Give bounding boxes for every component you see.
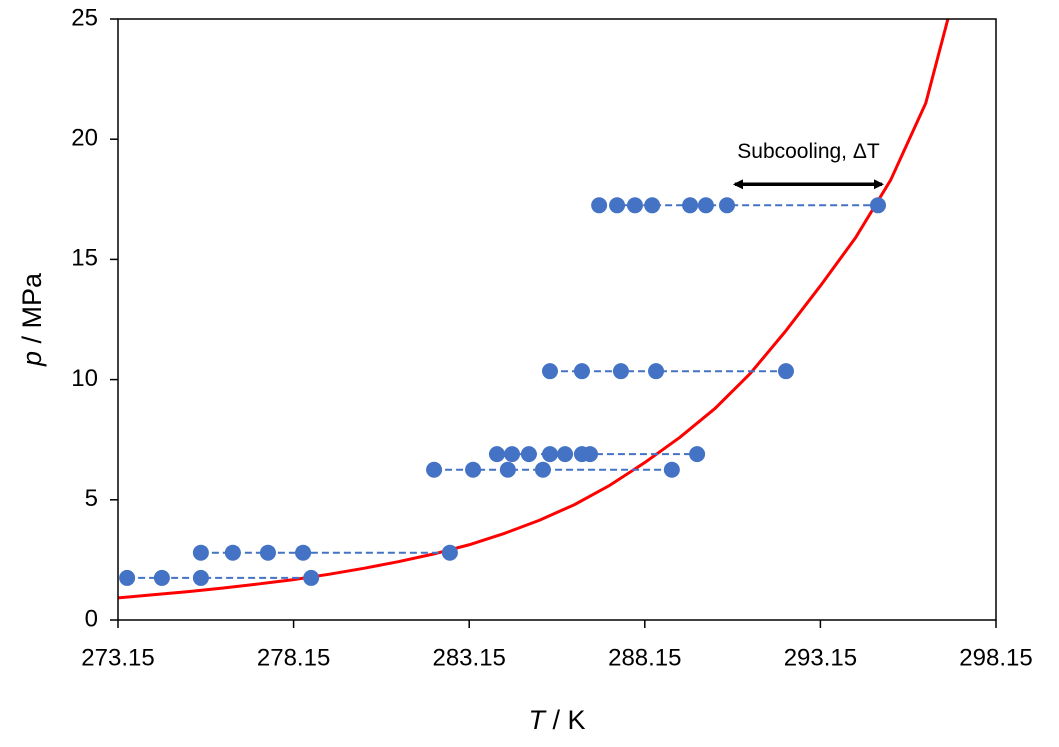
data-point [488,446,505,463]
data-point [295,544,312,561]
data-point [644,197,661,214]
data-point [520,446,537,463]
data-point [609,197,626,214]
y-axis-unit: / MPa [17,272,47,351]
data-point [718,197,735,214]
data-point [426,461,443,478]
data-point [582,446,599,463]
y-tick-label: 25 [71,4,98,31]
y-axis-label: p / MPa [17,272,47,367]
data-point [689,446,706,463]
data-point [192,544,209,561]
data-point [504,446,521,463]
x-tick-label: 298.15 [959,644,1032,671]
x-tick-label: 293.15 [784,644,857,671]
y-tick-label: 20 [71,125,98,152]
data-point [541,446,558,463]
data-point [441,544,458,561]
data-point [259,544,276,561]
x-axis-label: T / K [528,705,585,735]
annotation: Subcooling, ΔT [737,140,880,163]
x-tick-label: 283.15 [432,644,505,671]
data-point [119,569,136,586]
y-tick-label: 5 [85,485,98,512]
x-tick-label: 273.15 [81,644,154,671]
data-point [591,197,608,214]
data-point [303,569,320,586]
data-point [541,363,558,380]
x-tick-label: 288.15 [608,644,681,671]
data-point [777,363,794,380]
data-point [663,461,680,478]
data-point [612,363,629,380]
y-tick-label: 10 [71,365,98,392]
data-point [682,197,699,214]
equilibrium-curve [118,19,950,600]
data-point [224,544,241,561]
x-axis-unit: / K [545,705,586,735]
plot-frame [117,18,997,621]
data-point [499,461,516,478]
data-point [697,197,714,214]
data-point [648,363,665,380]
data-point [534,461,551,478]
data-point [557,446,574,463]
y-axis-symbol: p [17,351,47,367]
x-axis-symbol: T [528,705,547,735]
data-point [573,363,590,380]
y-tick-label: 15 [71,245,98,272]
data-point [153,569,170,586]
data-point [192,569,209,586]
data-point [465,461,482,478]
y-tick-label: 0 [85,605,98,632]
x-tick-label: 278.15 [257,644,330,671]
data-point [869,197,886,214]
data-point [626,197,643,214]
